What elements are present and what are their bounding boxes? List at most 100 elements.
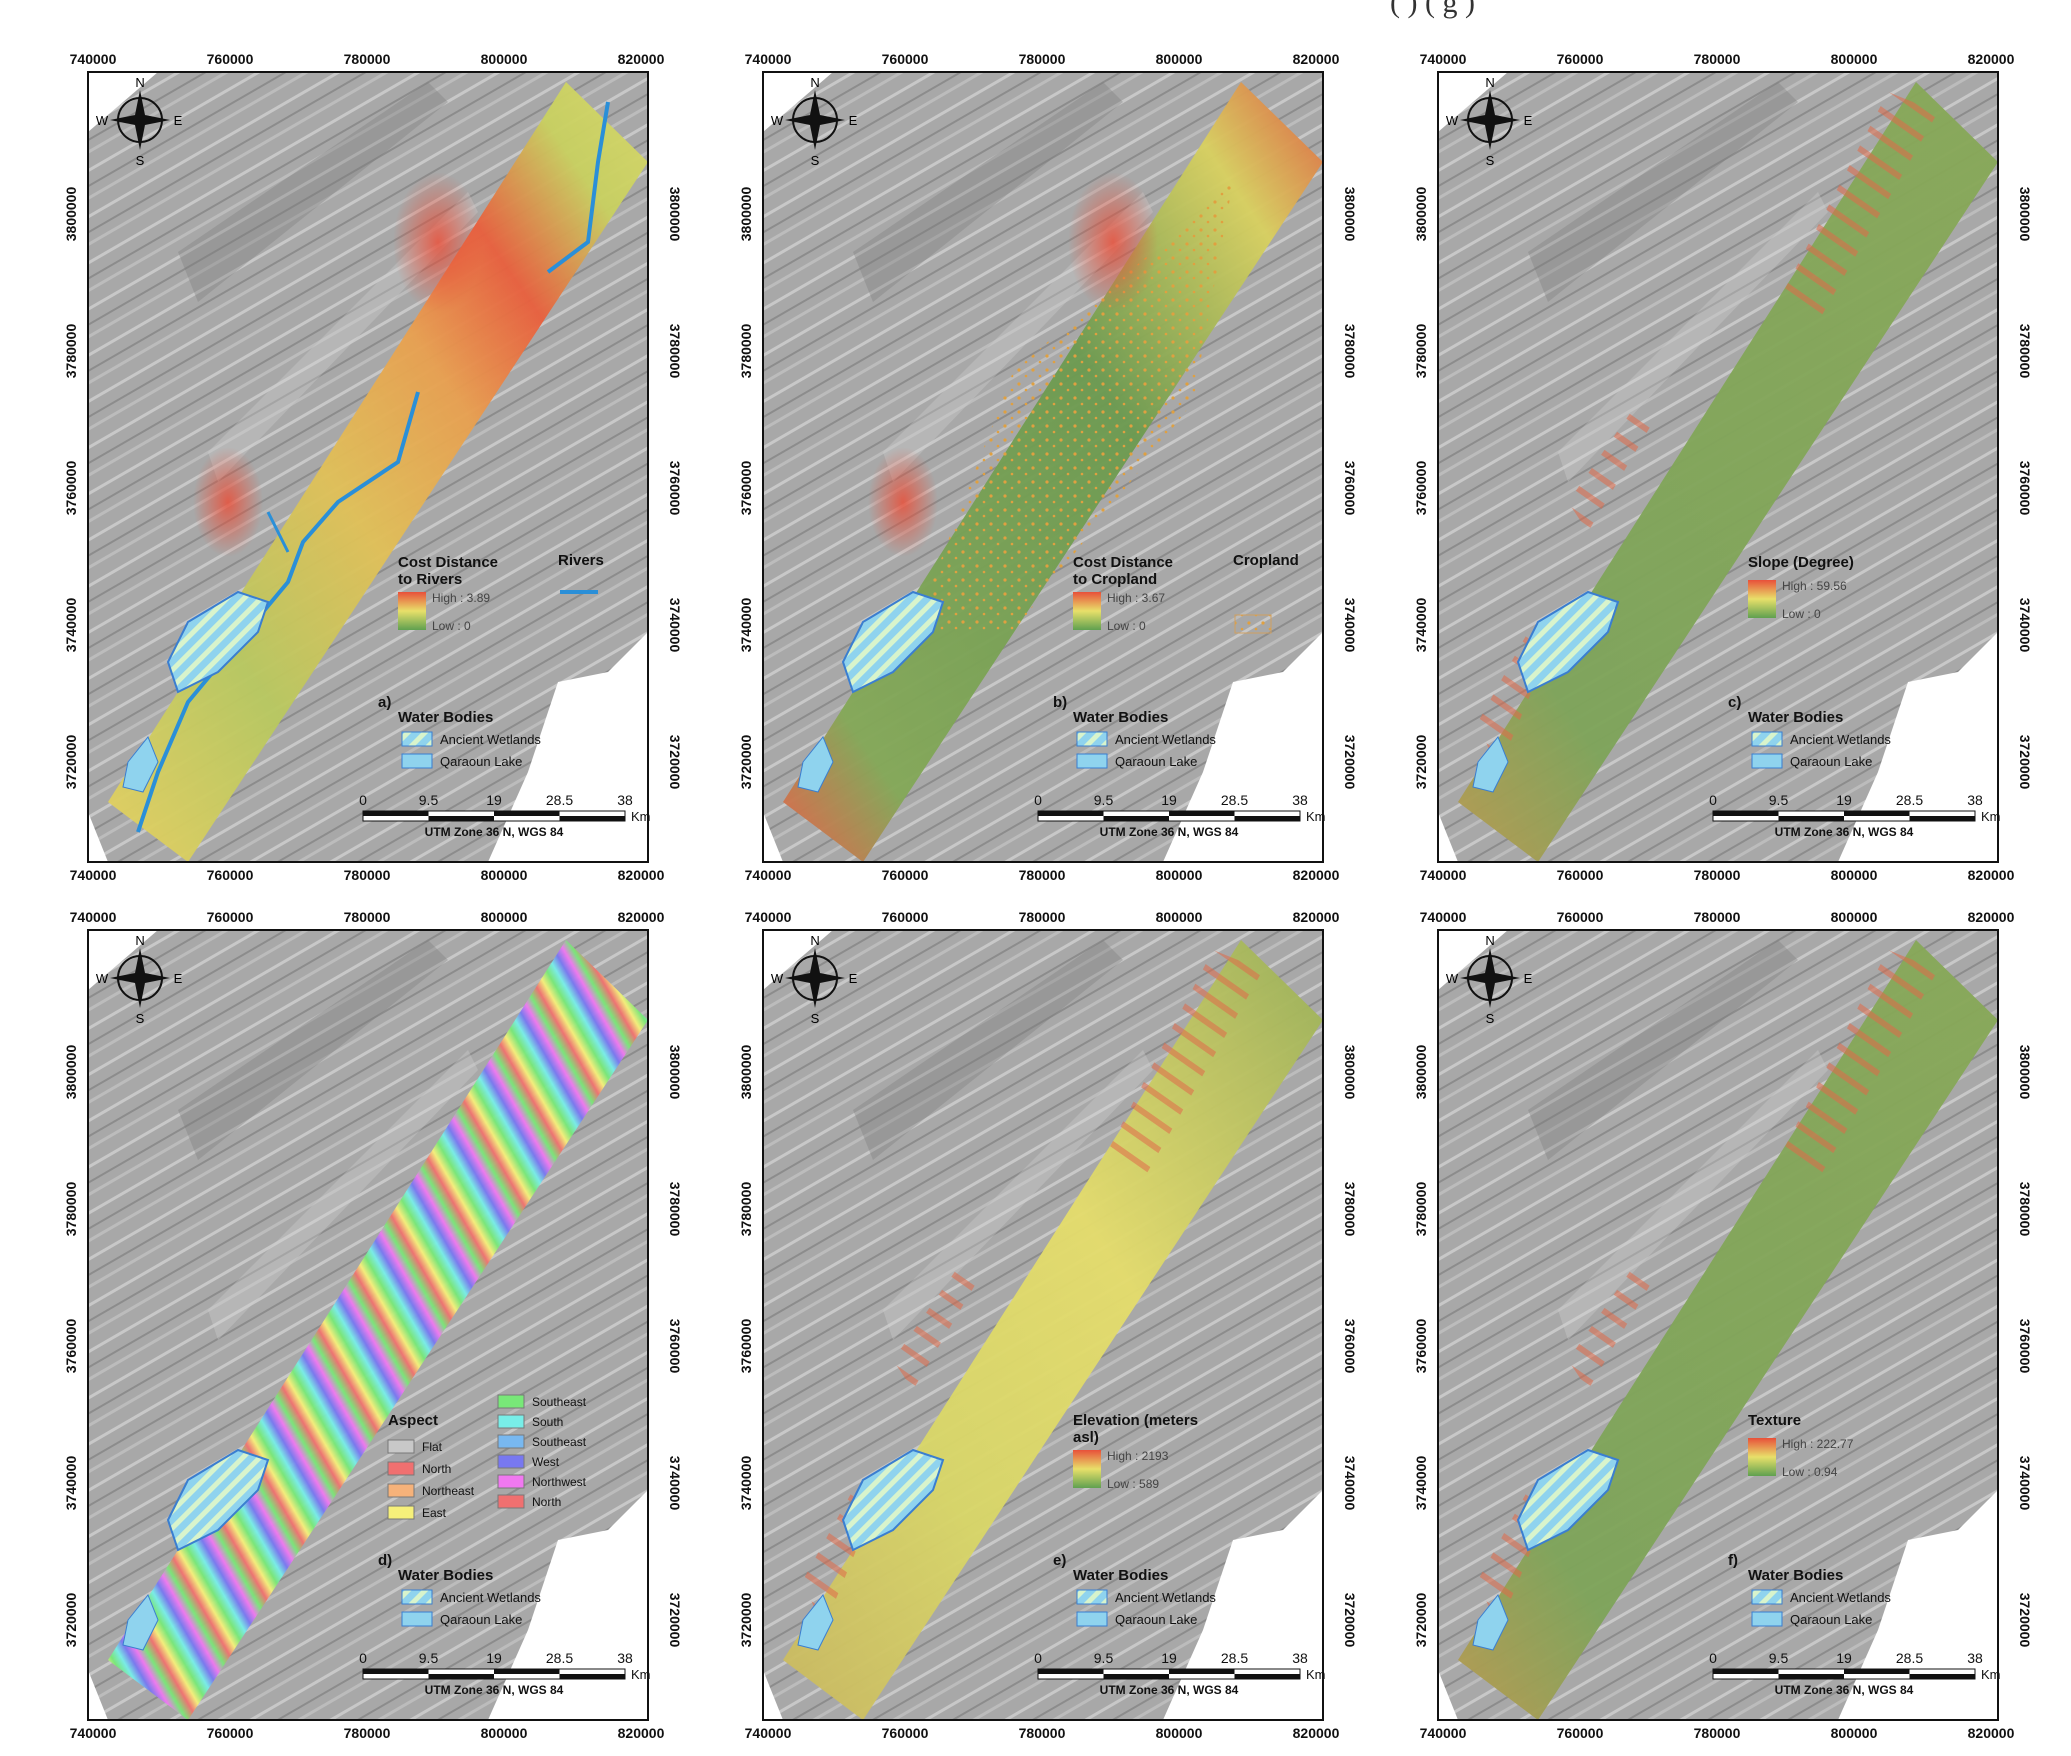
wetlands-swatch: [401, 731, 433, 747]
wetlands-swatch: [1751, 731, 1783, 747]
scale-tick: 19: [1161, 792, 1177, 808]
ridge-highlight: [883, 1050, 1153, 1340]
wetlands-label: Ancient Wetlands: [440, 1590, 541, 1605]
ridge-shadow: [853, 940, 1123, 1160]
compass-s: S: [1486, 1011, 1495, 1026]
x-tick-label-top: 740000: [1420, 51, 1467, 67]
y-tick-label-right: 3800000: [2017, 187, 2033, 242]
ridge-highlight-band: [1778, 92, 1938, 322]
ridge-highlight: [208, 1050, 478, 1340]
cost-hotspot: [393, 172, 483, 312]
qaraoun-lake: [122, 1594, 159, 1651]
compass-n: N: [1485, 933, 1494, 948]
y-tick-label-left: 3800000: [738, 187, 754, 242]
qaraoun-lake: [122, 736, 159, 793]
x-tick-label-bottom: 760000: [207, 1725, 254, 1741]
x-tick-label-bottom: 800000: [1831, 1725, 1878, 1741]
map-panel-f: N S E W 740000 740000 760000 760000 780000 780000…: [1413, 909, 2033, 1741]
ridge-highlight-band: [1103, 950, 1263, 1180]
x-tick-label-top: 760000: [1557, 909, 1604, 925]
y-tick-label-left: 3780000: [63, 1182, 79, 1237]
scale-tick: 0: [359, 792, 367, 808]
y-tick-label-right: 3720000: [2017, 735, 2033, 790]
x-tick-label-bottom: 820000: [1293, 867, 1340, 883]
wetlands-label: Ancient Wetlands: [1115, 1590, 1216, 1605]
scale-unit: Km: [1306, 809, 1326, 824]
qaraoun-lake: [797, 1594, 834, 1651]
y-tick-label-left: 3780000: [63, 324, 79, 379]
map-panel-d: N S E W 740000 740000 760000 760000 780000 780000…: [63, 909, 683, 1741]
scale-tick: 38: [617, 1650, 633, 1666]
scale-tick: 0: [1709, 792, 1717, 808]
x-tick-label-top: 780000: [344, 909, 391, 925]
compass-w: W: [771, 113, 784, 128]
y-tick-label-right: 3720000: [667, 735, 683, 790]
scale-tick: 19: [1836, 792, 1852, 808]
legend-title: Aspect: [388, 1412, 438, 1429]
x-tick-label-bottom: 800000: [1156, 1725, 1203, 1741]
y-tick-label-left: 3720000: [738, 735, 754, 790]
cropland-swatch: [1234, 614, 1272, 634]
ridge-highlight-band: [1568, 402, 1653, 532]
x-tick-label-top: 780000: [1019, 51, 1066, 67]
x-tick-label-top: 800000: [1156, 909, 1203, 925]
river-line: [266, 511, 290, 553]
water-bodies-title: Water Bodies: [398, 709, 493, 726]
wetlands-label: Ancient Wetlands: [440, 732, 541, 747]
legend-extra-title: Cropland: [1233, 552, 1299, 569]
compass-s: S: [1486, 153, 1495, 168]
x-tick-label-top: 800000: [481, 51, 528, 67]
water-bodies-title: Water Bodies: [1073, 1567, 1168, 1584]
ancient-wetlands: [1516, 590, 1620, 694]
legend-title: Cost Distance: [398, 554, 498, 571]
lake-label: Qaraoun Lake: [440, 754, 522, 769]
panel-label: f): [1728, 1552, 1738, 1569]
projection-label: UTM Zone 36 N, WGS 84: [425, 1683, 564, 1697]
legend-high: High : 59.56: [1782, 579, 1847, 593]
compass-e: E: [1524, 113, 1533, 128]
lake-label: Qaraoun Lake: [1115, 754, 1197, 769]
ridge-highlight-band: [893, 1260, 978, 1390]
y-tick-label-left: 3720000: [63, 1593, 79, 1648]
compass-w: W: [1446, 113, 1459, 128]
x-tick-label-bottom: 820000: [618, 1725, 665, 1741]
qaraoun-lake: [1472, 736, 1509, 793]
y-tick-label-left: 3740000: [1413, 1456, 1429, 1511]
y-tick-label-right: 3760000: [1342, 1319, 1358, 1374]
x-tick-label-top: 780000: [1694, 909, 1741, 925]
aspect-class-label: West: [532, 1455, 560, 1469]
scale-tick: 0: [1034, 792, 1042, 808]
x-tick-label-top: 780000: [1019, 909, 1066, 925]
study-area-raster: [1458, 82, 1998, 862]
y-tick-label-left: 3780000: [1413, 1182, 1429, 1237]
cost-hotspot: [193, 447, 263, 557]
scale-tick: 38: [1967, 792, 1983, 808]
scale-tick: 38: [617, 792, 633, 808]
water-bodies-title: Water Bodies: [398, 1567, 493, 1584]
scale-tick: 9.5: [1094, 792, 1114, 808]
ridge-highlight: [1558, 192, 1828, 482]
x-tick-label-top: 800000: [1831, 909, 1878, 925]
scale-unit: Km: [631, 809, 651, 824]
water-bodies-legend: Water Bodies Ancient Wetlands Qaraoun Lake: [1748, 709, 1891, 769]
compass-n: N: [810, 933, 819, 948]
compass-s: S: [136, 153, 145, 168]
y-tick-label-right: 3800000: [1342, 1045, 1358, 1100]
scale-unit: Km: [631, 1667, 651, 1682]
cropland-dots: [913, 182, 1233, 632]
ridge-highlight-band: [1568, 1260, 1653, 1390]
panel-label: c): [1728, 694, 1741, 711]
x-tick-label-bottom: 740000: [70, 1725, 117, 1741]
aspect-swatch: [497, 1414, 525, 1429]
x-tick-label-bottom: 820000: [1293, 1725, 1340, 1741]
ridge-shadow: [853, 82, 1123, 302]
legend-low: Low : 0.94: [1782, 1465, 1838, 1479]
aspect-class-label: Flat: [422, 1440, 443, 1454]
compass-rose-icon: N S E W: [771, 933, 858, 1026]
ridge-highlight-band: [1778, 950, 1938, 1180]
x-tick-label-bottom: 780000: [1019, 867, 1066, 883]
